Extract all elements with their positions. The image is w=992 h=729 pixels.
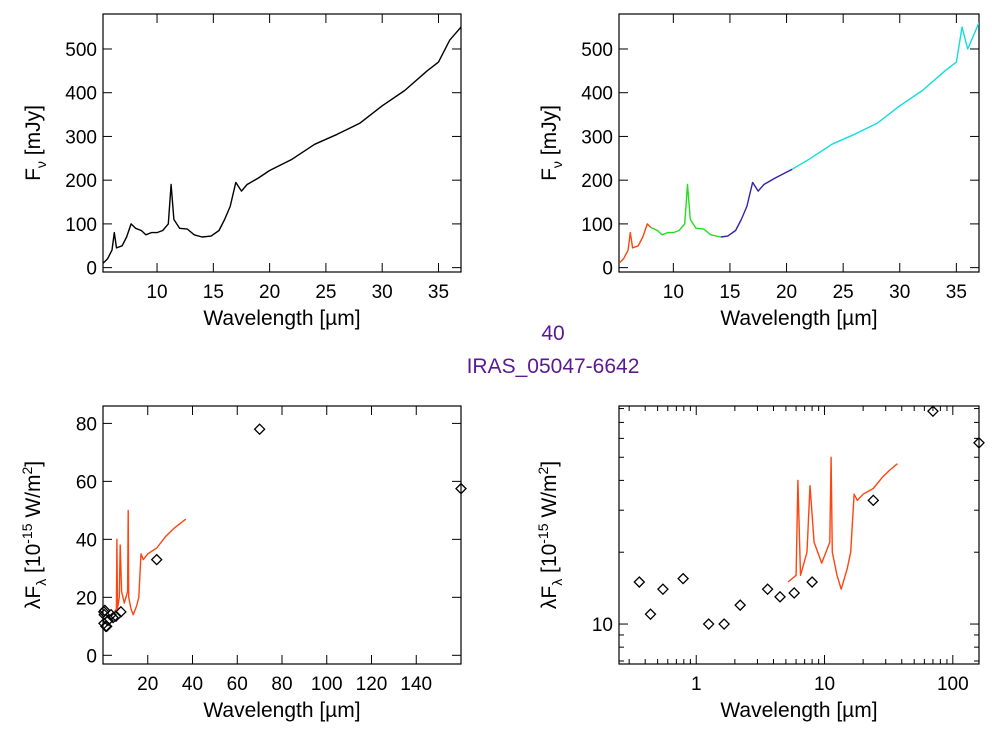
y-tick-label: 100 (65, 215, 97, 236)
y-tick-label: 80 (76, 414, 97, 435)
x-tick-label: 20 (776, 282, 797, 303)
spectrum-line (787, 456, 898, 590)
photometry-point (455, 482, 467, 495)
photometry-point (718, 618, 731, 630)
y-tick-label: 0 (86, 259, 97, 280)
panel-sed-log: 1 10 100 10 Wavelength [µm] λFλ [10-15 W/m2] (535, 405, 985, 722)
x-tick-label: 20 (259, 282, 280, 303)
photometry-point (702, 618, 715, 630)
y-tick-label: 200 (65, 171, 97, 192)
photometry-point (253, 423, 266, 436)
y-tick-label: 400 (65, 84, 97, 105)
y-tick-label: 20 (76, 588, 97, 609)
x-axis-title: Wavelength [µm] (720, 307, 877, 330)
series-line-3 (720, 168, 793, 238)
x-axis-title: Wavelength [µm] (720, 699, 877, 722)
spectrum-line (114, 509, 187, 616)
x-tick-label: 10 (663, 282, 684, 303)
x-tick-label: 100 (937, 674, 969, 695)
panel-irs-spectrum: 10 15 20 25 30 35 0 100 200 300 400 500 Wavelength [… (22, 13, 462, 330)
plot-frame (102, 405, 462, 665)
series-line-1 (103, 26, 461, 264)
photometry-point (788, 587, 801, 599)
photometry-point (657, 583, 669, 596)
series-line-1 (619, 223, 652, 264)
photometry-point (806, 576, 819, 588)
y-tick-label: 0 (602, 259, 613, 280)
x-tick-label: 15 (203, 282, 224, 303)
photometry-point (774, 590, 786, 603)
object-number: 40 (541, 322, 564, 345)
plot-frame (618, 405, 980, 665)
y-tick-label: 500 (581, 40, 613, 61)
x-tick-label: 25 (833, 282, 854, 303)
x-tick-label: 20 (137, 674, 158, 695)
x-tick-label: 30 (889, 282, 910, 303)
photometry-point (927, 405, 939, 418)
photometry-point (734, 599, 747, 612)
x-tick-label: 80 (271, 674, 292, 695)
plot-frame (102, 13, 462, 273)
y-axis-title: Fν [mJy] (538, 105, 565, 181)
series-line-2 (650, 183, 722, 238)
y-tick-label: 300 (581, 127, 613, 148)
x-tick-label: 35 (428, 282, 449, 303)
x-tick-label: 25 (315, 282, 336, 303)
y-tick-label: 400 (581, 84, 613, 105)
x-tick-label: 1 (691, 674, 702, 695)
y-tick-label: 40 (76, 530, 97, 551)
x-axis-title: Wavelength [µm] (203, 307, 360, 330)
x-tick-label: 40 (182, 674, 203, 695)
y-tick-label: 0 (86, 646, 97, 667)
photometry-point (100, 620, 113, 633)
x-tick-label: 35 (946, 282, 967, 303)
y-axis-title: λFλ [10-15 W/m2] (535, 461, 565, 609)
plot-frame (618, 13, 980, 273)
photometry-point (677, 572, 690, 585)
y-tick-label: 100 (581, 215, 613, 236)
y-tick-label: 500 (65, 40, 97, 61)
x-tick-label: 140 (400, 674, 432, 695)
panel-irs-spectrum-modules: 10 15 20 25 30 35 0 100 200 300 400 500 Wavelength [… (538, 13, 980, 330)
x-tick-label: 15 (719, 282, 740, 303)
photometry-point (114, 605, 127, 618)
x-tick-label: 30 (372, 282, 393, 303)
x-tick-label: 120 (356, 674, 388, 695)
photometry-point (98, 604, 111, 617)
photometry-point (107, 611, 119, 624)
x-axis-title: Wavelength [µm] (203, 699, 360, 722)
y-tick-label: 300 (65, 127, 97, 148)
y-tick-label: 10 (592, 615, 613, 636)
panel-sed-linear: 20 40 60 80 100 120 140 0 20 40 60 80 Wavelength [µm… (19, 405, 467, 722)
x-tick-label: 10 (146, 282, 167, 303)
series-line-4 (791, 22, 979, 170)
x-tick-label: 60 (227, 674, 248, 695)
y-tick-label: 60 (76, 472, 97, 493)
photometry-point (761, 583, 774, 596)
x-tick-label: 10 (814, 674, 835, 695)
photometry-point (973, 436, 985, 449)
photometry-point (150, 553, 163, 566)
photometry-point (867, 494, 880, 507)
photometry-point (644, 608, 657, 621)
y-axis-title: λFλ [10-15 W/m2] (19, 461, 49, 609)
y-axis-title: Fν [mJy] (22, 105, 49, 181)
y-tick-label: 200 (581, 171, 613, 192)
photometry-point (633, 576, 646, 588)
object-name: IRAS_05047-6642 (467, 355, 640, 378)
x-tick-label: 100 (311, 674, 343, 695)
